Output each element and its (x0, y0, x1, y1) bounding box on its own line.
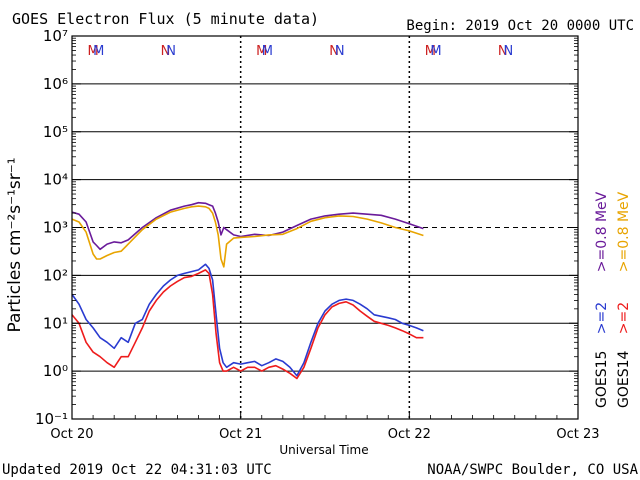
grid-lines (72, 83, 578, 372)
series-line-goes14-2-mev (71, 269, 424, 380)
legend-entry: >=0.8 MeV (616, 191, 632, 272)
y-tick-label: 10⁴ (43, 171, 68, 189)
marker-n: N (498, 44, 508, 59)
y-tick-label: 10⁷ (43, 27, 68, 45)
marker-n: N (161, 44, 171, 59)
legend-entry: >=0.8 MeV (594, 191, 610, 272)
marker-n: N (504, 44, 514, 59)
marker-m: M (87, 44, 98, 59)
marker-m: M (256, 44, 267, 59)
credit-label: NOAA/SWPC Boulder, CO USA (427, 462, 638, 478)
y-tick-label: 10¹ (43, 314, 68, 332)
x-axis-label: Universal Time (279, 443, 368, 457)
legend-entry: >=2 (594, 302, 610, 334)
marker-n: N (329, 44, 339, 59)
x-tick-label: Oct 20 (50, 427, 93, 442)
begin-label: Begin: 2019 Oct 20 0000 UTC (406, 18, 634, 34)
marker-m: M (262, 44, 273, 59)
x-ticks: Oct 20 Oct 21 Oct 22 Oct 23 (50, 411, 600, 442)
series-group (71, 201, 424, 380)
marker-m: M (430, 44, 441, 59)
series-line-goes15-0-8-mev (71, 201, 424, 251)
y-tick-label: 10⁵ (43, 123, 68, 141)
marker-m: M (425, 44, 436, 59)
marker-n: N (335, 44, 345, 59)
series-line-goes15-2-mev (71, 263, 424, 377)
y-tick-label: 10³ (43, 219, 68, 237)
chart-title: GOES Electron Flux (5 minute data) (12, 10, 319, 28)
legend-entry: >=2 (616, 302, 632, 334)
y-tick-label: 10² (43, 266, 68, 284)
legend-sat-goes15: GOES15 (594, 351, 610, 408)
y-tick-label: 10⁶ (43, 75, 68, 93)
marker-m: M (93, 44, 104, 59)
series-line-goes14-0-8-mev (71, 205, 424, 268)
x-tick-label: Oct 23 (556, 427, 599, 442)
legend-sat-goes14: GOES14 (616, 350, 632, 408)
day-dividers (239, 36, 411, 419)
y-axis-label: Particles cm⁻²s⁻¹sr⁻¹ (5, 157, 25, 332)
x-tick-label: Oct 22 (388, 427, 431, 442)
x-tick-label: Oct 21 (219, 427, 262, 442)
legend: GOES15 >=2 >=0.8 MeV GOES14 >=2 >=0.8 MeV (594, 191, 632, 408)
marker-n: N (166, 44, 176, 59)
y-tick-label: 10⁰ (43, 362, 68, 380)
updated-timestamp: Updated 2019 Oct 22 04:31:03 UTC (2, 462, 272, 478)
top-markers: MM NN MM NN MM NN (87, 44, 513, 59)
y-ticks: 10⁻¹ 10⁰ 10¹ 10² 10³ 10⁴ 10⁵ 10⁶ 10⁷ (35, 27, 578, 428)
y-tick-label: 10⁻¹ (35, 410, 68, 428)
